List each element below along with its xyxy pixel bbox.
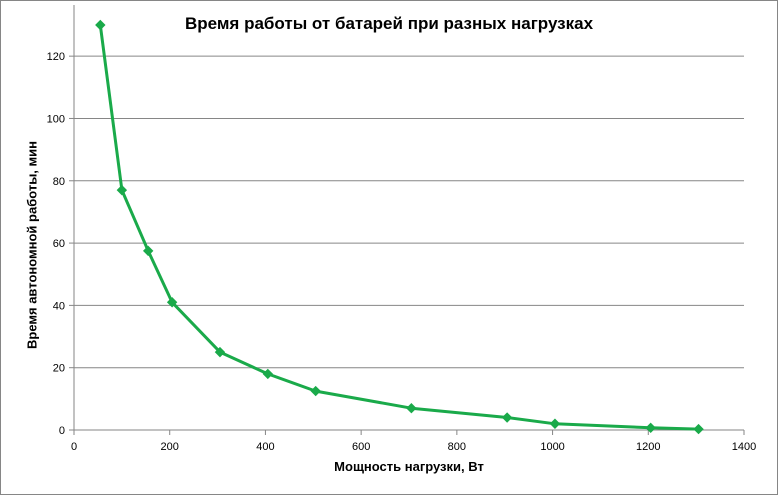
series-line (98, 24, 699, 431)
chart-title: Время работы от батарей при разных нагру… (184, 14, 594, 33)
y-tick-label: 80 (53, 176, 65, 188)
data-point (166, 297, 178, 308)
y-tick-label: 0 (59, 425, 65, 437)
y-tick-label: 20 (53, 363, 65, 375)
data-point (116, 184, 128, 196)
series (95, 19, 704, 435)
data-point (95, 19, 106, 31)
x-tick-label: 400 (256, 441, 274, 453)
x-tick-label: 1200 (636, 441, 660, 453)
gridlines (74, 55, 744, 369)
x-tick-label: 1000 (540, 441, 564, 453)
data-point (142, 245, 154, 257)
y-tick-label: 120 (47, 51, 65, 63)
x-tick-label: 0 (71, 441, 77, 453)
axes (69, 5, 745, 435)
data-point (214, 346, 226, 358)
x-axis-title: Мощность нагрузки, Вт (334, 459, 484, 474)
x-tick-label: 800 (448, 441, 466, 453)
data-point (645, 422, 656, 434)
x-tick-label: 200 (161, 441, 179, 453)
data-point (406, 402, 417, 414)
data-point (549, 418, 561, 429)
data-point (693, 423, 704, 435)
data-point (501, 412, 513, 423)
y-tick-labels: 0 20 40 60 80 100 120 (47, 51, 65, 437)
y-tick-label: 60 (53, 238, 65, 250)
x-tick-label: 1400 (732, 441, 756, 453)
data-point (310, 385, 321, 397)
data-point (262, 368, 274, 380)
x-tick-label: 600 (352, 441, 370, 453)
y-tick-label: 40 (53, 300, 65, 312)
x-tick-labels: 0 200 400 600 800 1000 1200 1400 (71, 441, 756, 453)
y-tick-label: 100 (47, 113, 65, 125)
